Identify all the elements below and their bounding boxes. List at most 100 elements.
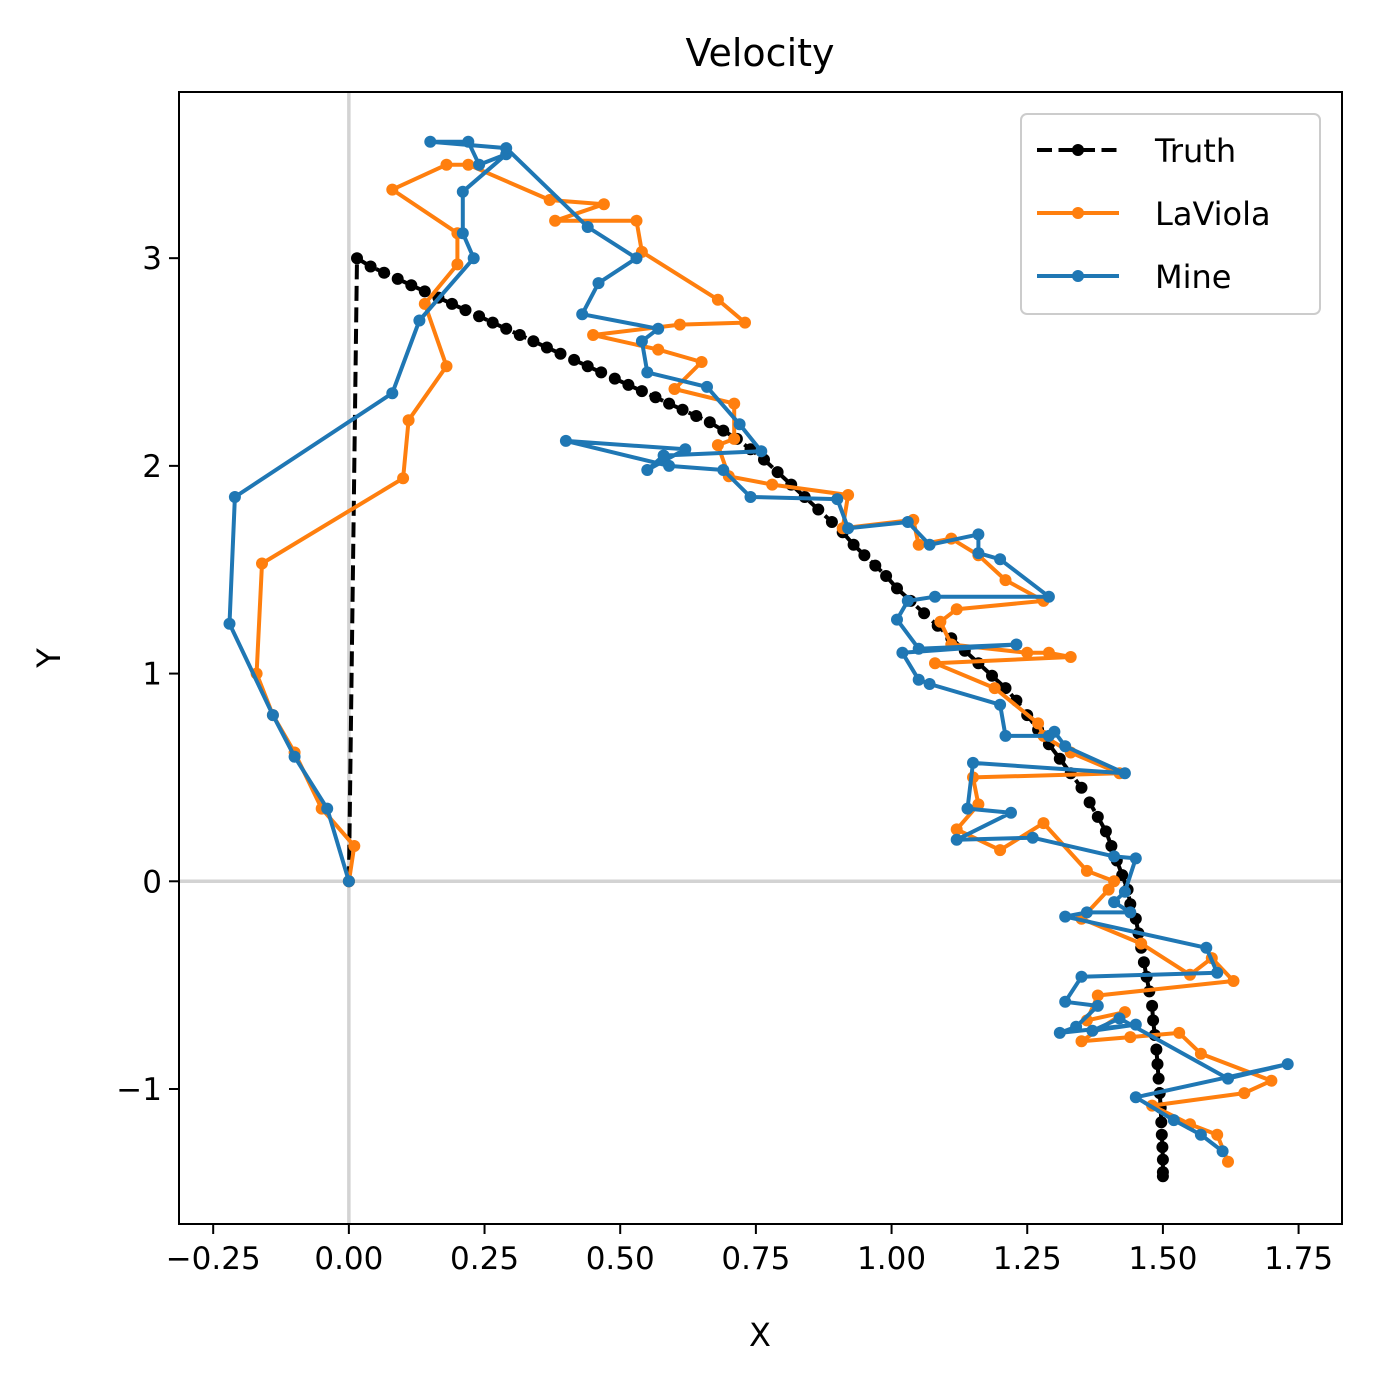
x-tick-label: 0.25	[450, 1241, 519, 1277]
mine-point	[929, 590, 941, 603]
mine-point	[635, 335, 648, 348]
laviola-point	[912, 538, 925, 551]
laviola-point	[988, 682, 1001, 695]
mine-point	[1108, 850, 1121, 863]
y-tick-label: 0	[142, 864, 162, 900]
legend-label-truth: Truth	[1154, 132, 1236, 170]
truth-point	[1156, 1153, 1169, 1166]
x-tick-label: 1.75	[1264, 1241, 1333, 1277]
x-tick-label: 0.50	[586, 1241, 655, 1277]
x-tick-label: 1.25	[993, 1241, 1062, 1277]
mine-point	[663, 459, 676, 472]
laviola-point	[256, 557, 268, 570]
plot-area	[178, 91, 1343, 1225]
laviola-point	[440, 360, 453, 373]
truth-point	[1137, 956, 1150, 969]
truth-point	[1105, 840, 1118, 852]
mine-point	[500, 142, 513, 155]
laviola-point	[543, 194, 556, 206]
truth-point	[459, 304, 472, 317]
truth-point	[825, 516, 838, 528]
mine-point	[972, 547, 985, 560]
mine-point	[1005, 806, 1017, 819]
truth-point	[364, 260, 377, 273]
truth-point	[581, 360, 594, 373]
laviola-point	[1042, 646, 1055, 659]
legend-label-mine: Mine	[1155, 258, 1231, 296]
laviola-point	[1238, 1087, 1251, 1100]
mine-point	[744, 491, 757, 503]
mine-point	[717, 464, 730, 476]
mine-point	[831, 493, 844, 506]
truth-point	[858, 549, 871, 562]
laviola-point	[630, 214, 643, 227]
mine-point	[1070, 1020, 1083, 1033]
laviola-point	[842, 489, 855, 501]
laviola-point	[934, 615, 947, 628]
mine-point	[896, 646, 909, 659]
truth-point	[891, 582, 903, 595]
mine-point	[923, 538, 936, 551]
mine-point	[994, 698, 1007, 711]
truth-point	[1075, 781, 1088, 794]
y-axis-label: Y	[30, 648, 68, 669]
laviola-point	[1091, 989, 1104, 1002]
mine-point	[266, 709, 279, 722]
laviola-point	[1265, 1074, 1278, 1087]
x-axis-ticks: −0.25 0.00 0.25 0.50 0.75 1.00 1.25 1.50 1.75	[166, 1224, 1333, 1277]
truth-point	[812, 503, 825, 516]
x-tick-label: 0.00	[314, 1241, 383, 1277]
laviola-point	[711, 439, 724, 452]
truth-point	[999, 682, 1012, 695]
laviola-point	[348, 840, 361, 852]
laviola-point	[1064, 651, 1077, 663]
laviola-point	[440, 158, 453, 171]
truth-point	[473, 310, 486, 323]
truth-point	[690, 410, 703, 422]
truth-point	[527, 335, 540, 348]
truth-point	[1083, 796, 1096, 809]
mine-point	[641, 464, 654, 476]
mine-point	[1026, 831, 1039, 844]
laviola-point	[1102, 883, 1115, 896]
laviola-point	[1194, 1047, 1207, 1060]
laviola-point	[711, 293, 724, 306]
truth-point	[405, 279, 418, 292]
mine-point	[576, 308, 589, 321]
laviola-point	[549, 214, 562, 227]
laviola-point	[1173, 1026, 1186, 1039]
mine-point	[1010, 638, 1023, 651]
truth-point	[1156, 1170, 1169, 1183]
laviola-point	[999, 574, 1012, 587]
mine-point	[1200, 941, 1213, 954]
mine-point	[972, 528, 985, 541]
truth-point	[608, 372, 621, 385]
mine-point	[467, 252, 480, 265]
laviola-point	[728, 397, 741, 410]
mine-point	[1108, 896, 1121, 909]
mine-point	[652, 322, 665, 335]
mine-point	[1091, 999, 1104, 1012]
legend-item-truth: Truth	[1037, 132, 1236, 170]
mine-point	[1113, 1012, 1126, 1025]
laviola-point	[1135, 937, 1148, 950]
x-tick-label: 0.75	[721, 1241, 790, 1277]
truth-point	[703, 416, 716, 429]
laviola-point	[673, 318, 686, 331]
legend-item-mine: Mine	[1037, 258, 1231, 296]
laviola-point	[1222, 1155, 1234, 1168]
mine-point	[559, 434, 572, 447]
mine-point	[912, 673, 925, 686]
mine-point	[424, 135, 437, 148]
laviola-point	[597, 198, 610, 211]
truth-point	[649, 391, 662, 404]
mine-point	[1048, 725, 1061, 738]
mine-point	[1167, 1114, 1180, 1127]
mine-point	[679, 443, 692, 456]
truth-point	[486, 316, 499, 329]
series-mine	[223, 135, 1294, 1158]
chart-title: Velocity	[685, 31, 834, 75]
mine-point	[701, 380, 713, 393]
truth-point	[540, 341, 553, 354]
